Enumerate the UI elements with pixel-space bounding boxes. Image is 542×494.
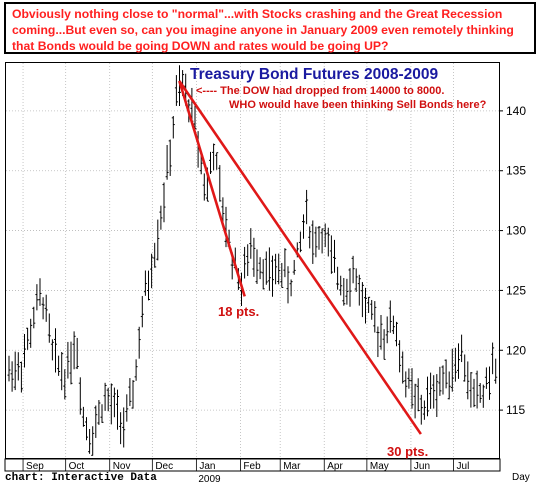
x-tick-label: Oct (69, 461, 85, 472)
annotation-18-pts: 18 pts. (218, 304, 259, 319)
x-tick-label: Jul (457, 461, 470, 472)
x-tick-label: May (370, 461, 389, 472)
x-tick-label: Jan (199, 461, 215, 472)
y-tick-label: 125 (506, 283, 526, 297)
trend-line-2 (178, 80, 422, 435)
x-axis-unit-label: Day (512, 472, 530, 483)
chart-title: Treasury Bond Futures 2008-2009 (190, 66, 438, 83)
x-tick-label: Nov (113, 461, 131, 472)
x-tick-label: Mar (283, 461, 301, 472)
y-tick-label: 130 (506, 224, 526, 238)
x-axis-strip (4, 458, 501, 472)
x-tick-label: Feb (243, 461, 261, 472)
caption-box: Obviously nothing close to "normal"...wi… (4, 2, 536, 54)
x-tick-label: Apr (327, 461, 343, 472)
trend-line-1 (178, 80, 246, 297)
x-tick-label: Dec (155, 461, 173, 472)
y-tick-label: 115 (506, 403, 525, 417)
y-tick-label: 120 (506, 343, 526, 357)
plot-frame (5, 62, 500, 459)
annotation-dow: <---- The DOW had dropped from 14000 to … (196, 85, 444, 97)
chart-source-label: chart: Interactive Data (5, 472, 157, 484)
x-tick-label: Jun (414, 461, 430, 472)
annotation-30-pts: 30 pts. (387, 444, 428, 459)
annotation-question: WHO would have been thinking Sell Bonds … (229, 99, 487, 111)
y-tick-label: 135 (506, 164, 526, 178)
y-tick-label: 140 (506, 104, 526, 118)
year-label: 2009 (198, 474, 221, 485)
x-tick-label: Sep (26, 461, 44, 472)
